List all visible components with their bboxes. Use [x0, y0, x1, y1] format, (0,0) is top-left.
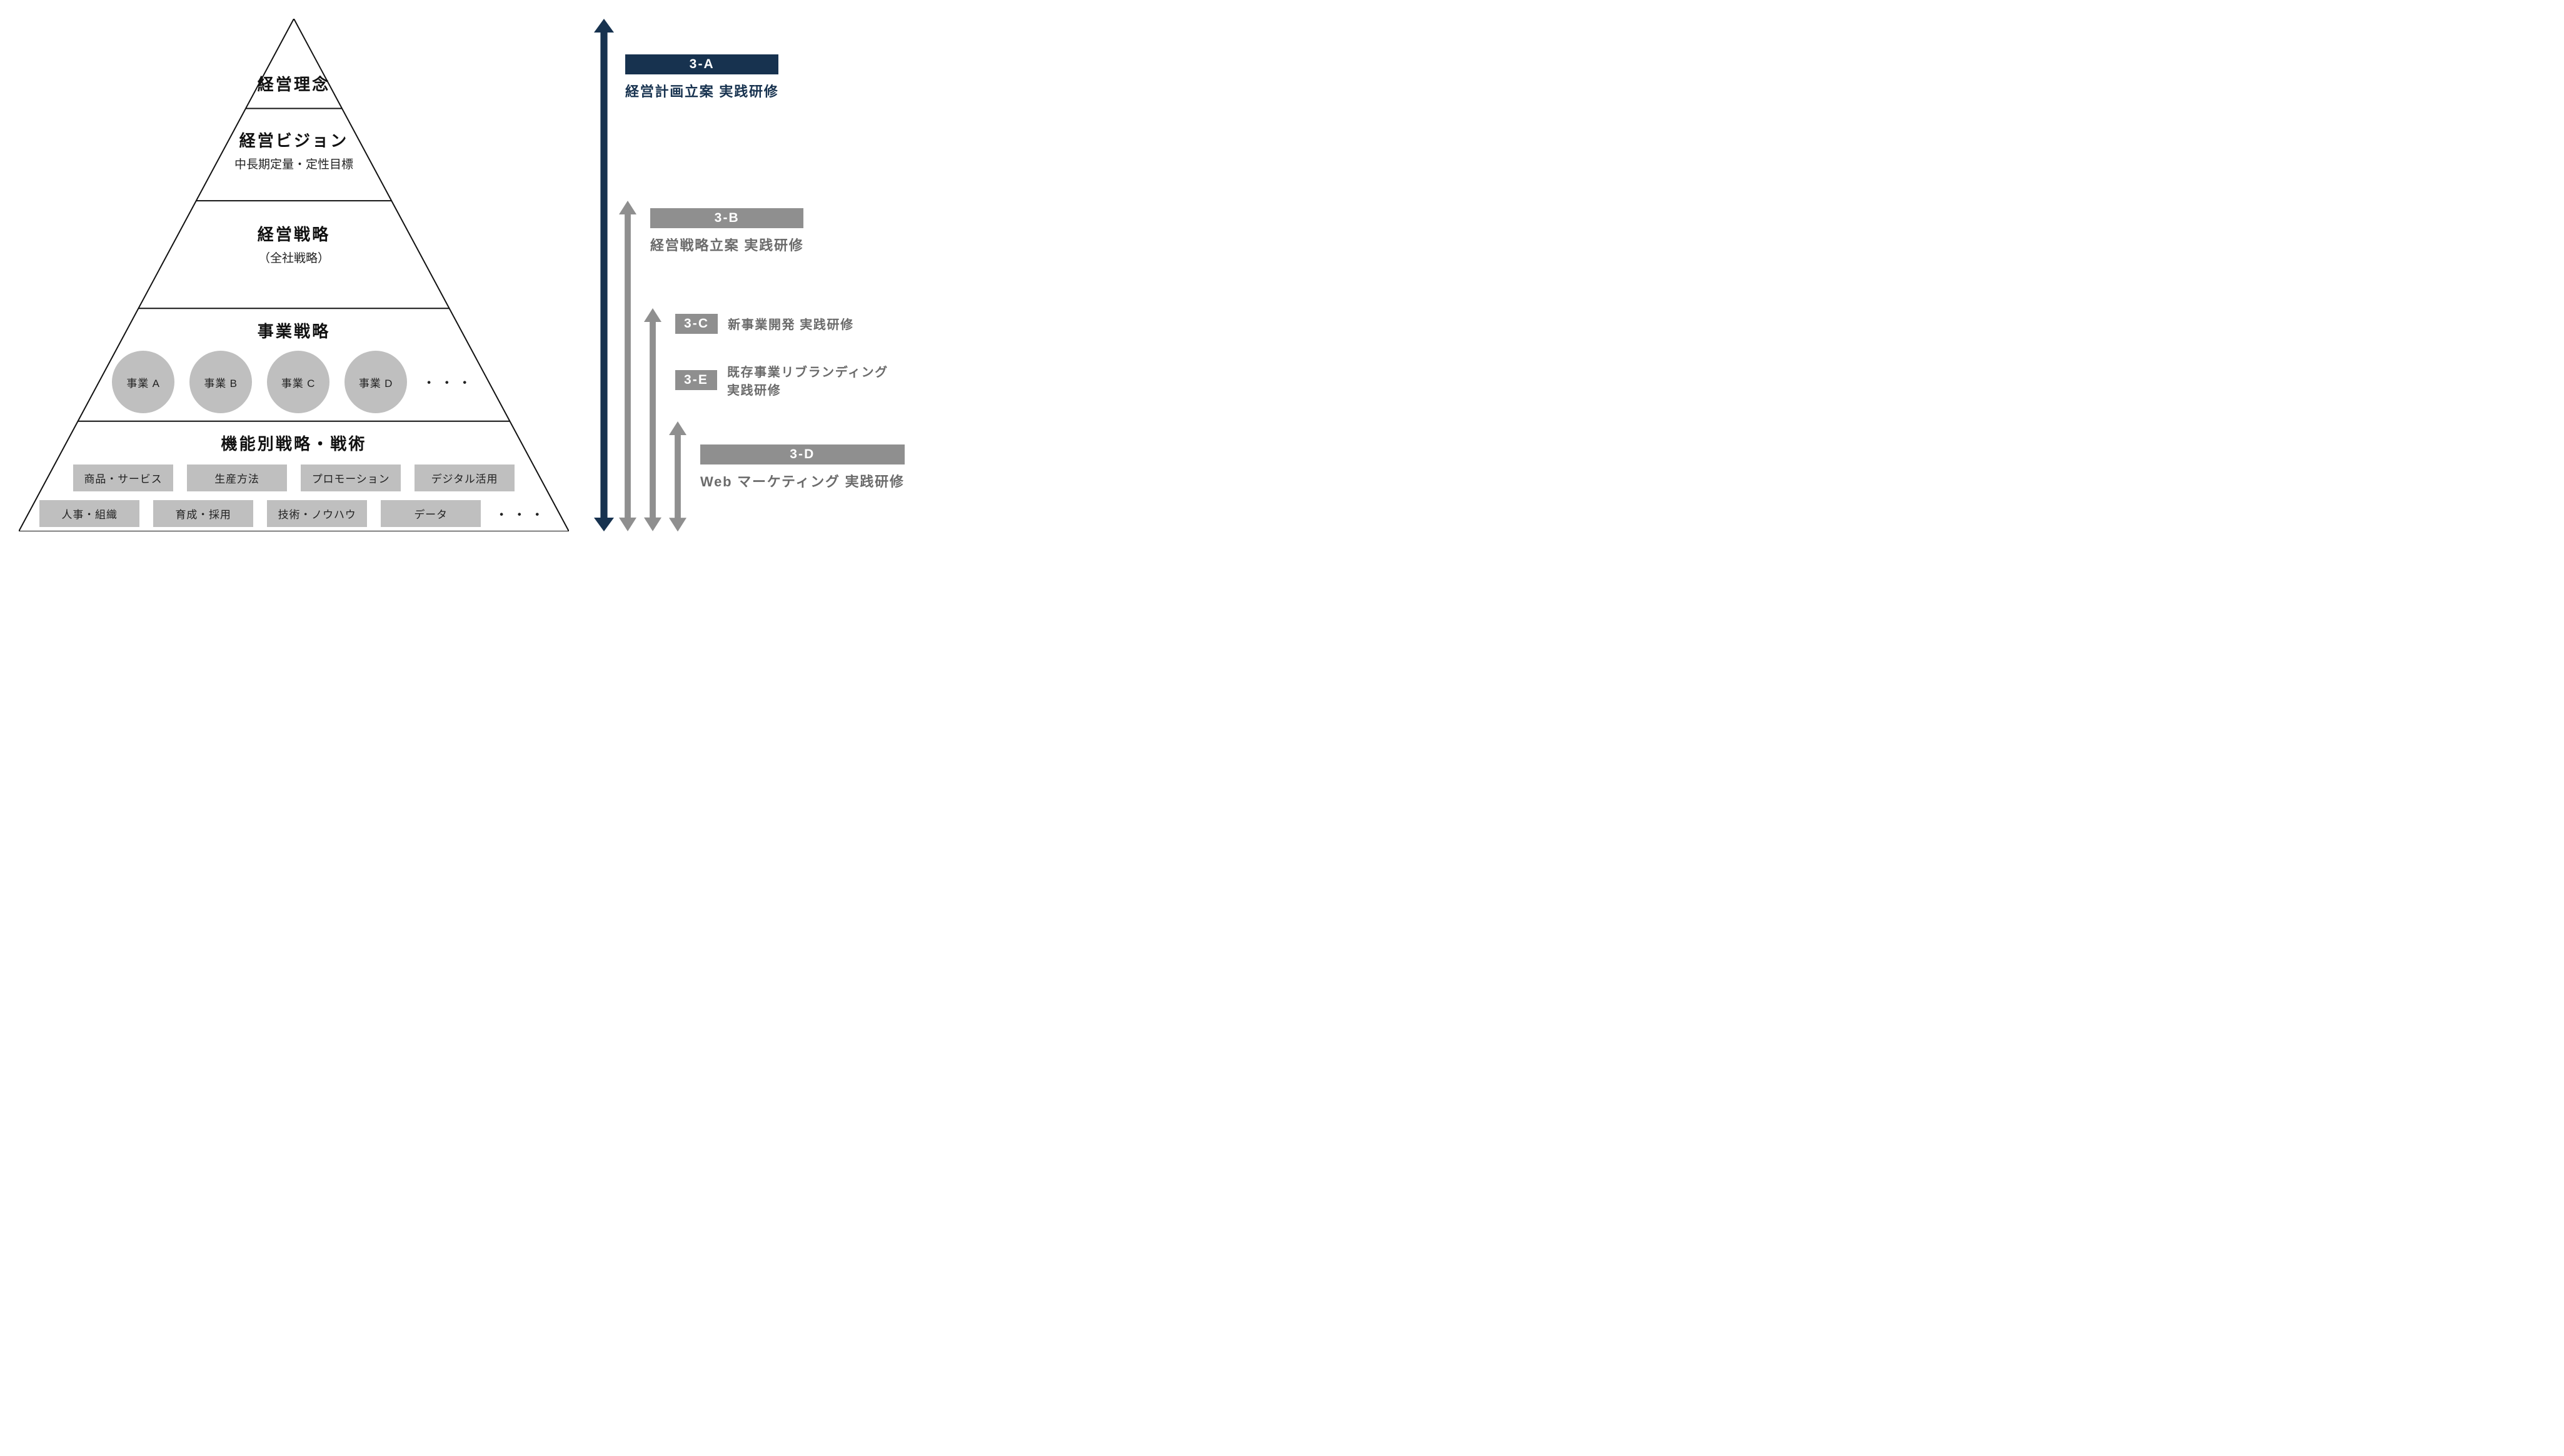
tier-vision-title: 経営ビジョン: [239, 128, 349, 151]
tier-vision: 経営ビジョン 中長期定量・定性目標: [19, 128, 569, 172]
callout-3-E: 3-E 既存事業リブランディング実践研修: [675, 362, 888, 398]
tier-biz-title: 事業戦略: [258, 319, 330, 342]
callout-title: 新事業開発 実践研修: [728, 314, 854, 333]
func-chips: 商品・サービス生産方法プロモーションデジタル活用 人事・組織育成・採用技術・ノウ…: [39, 464, 548, 527]
tier-mgmt-strategy: 経営戦略 （全社戦略）: [19, 222, 569, 266]
callout-title-line2: 実践研修: [727, 380, 888, 398]
callout-title: 経営戦略立案 実践研修: [650, 234, 803, 254]
tier-func-title: 機能別戦略・戦術: [221, 431, 367, 454]
func-chip: 生産方法: [187, 464, 287, 491]
func-chip: 技術・ノウハウ: [267, 500, 367, 527]
callout-tag: 3-C: [675, 314, 718, 334]
func-chips-more: ・・・: [495, 504, 548, 524]
tier-biz-strategy: 事業戦略 事業 A事業 B事業 C事業 D ・・・: [19, 319, 569, 413]
biz-circle: 事業 D: [344, 351, 407, 413]
range-arrow: [644, 308, 661, 531]
func-chip: デジタル活用: [415, 464, 515, 491]
tier-philosophy-title: 経営理念: [258, 72, 330, 95]
range-arrow: [619, 201, 636, 531]
callout-3-B: 3-B 経営戦略立案 実践研修: [650, 208, 803, 254]
tier-functional: 機能別戦略・戦術 商品・サービス生産方法プロモーションデジタル活用 人事・組織育…: [19, 431, 569, 527]
chip-row-1: 商品・サービス生産方法プロモーションデジタル活用: [73, 464, 515, 491]
biz-circle: 事業 B: [189, 351, 252, 413]
right-panel: 3-A 経営計画立案 実践研修 3-B 経営戦略立案 実践研修 3-C 新事業開発 実践研…: [594, 19, 957, 531]
pyramid: 経営理念 経営ビジョン 中長期定量・定性目標 経営戦略 （全社戦略） 事業戦略 …: [19, 19, 569, 531]
callout-title: 経営計画立案 実践研修: [625, 81, 778, 101]
func-chip: プロモーション: [301, 464, 401, 491]
func-chip: 人事・組織: [39, 500, 139, 527]
callout-3-D: 3-D Web マーケティング 実践研修: [700, 444, 905, 491]
func-chip: 育成・採用: [153, 500, 253, 527]
biz-circle: 事業 C: [267, 351, 329, 413]
biz-circles: 事業 A事業 B事業 C事業 D ・・・: [112, 351, 476, 413]
callout-3-C: 3-C 新事業開発 実践研修: [675, 314, 854, 334]
range-arrow: [669, 421, 686, 531]
biz-circles-more: ・・・: [422, 372, 476, 392]
tier-philosophy: 経営理念: [19, 72, 569, 95]
biz-circle: 事業 A: [112, 351, 174, 413]
callout-tag: 3-A: [625, 54, 778, 74]
callout-tag: 3-B: [650, 208, 803, 228]
chip-row-2: 人事・組織育成・採用技術・ノウハウデータ・・・: [39, 500, 548, 527]
callout-tag: 3-D: [700, 444, 905, 464]
tier-mgmt-subtitle: （全社戦略）: [258, 249, 329, 266]
tier-vision-subtitle: 中長期定量・定性目標: [234, 155, 353, 172]
callout-title: Web マーケティング 実践研修: [700, 471, 905, 491]
func-chip: データ: [381, 500, 481, 527]
callout-tag: 3-E: [675, 370, 717, 390]
tier-mgmt-title: 経営戦略: [258, 222, 330, 245]
callout-title: 既存事業リブランディング: [727, 362, 888, 380]
diagram-frame: 経営理念 経営ビジョン 中長期定量・定性目標 経営戦略 （全社戦略） 事業戦略 …: [19, 19, 957, 531]
func-chip: 商品・サービス: [73, 464, 173, 491]
range-arrow: [594, 19, 614, 531]
callout-3-A: 3-A 経営計画立案 実践研修: [625, 54, 778, 101]
